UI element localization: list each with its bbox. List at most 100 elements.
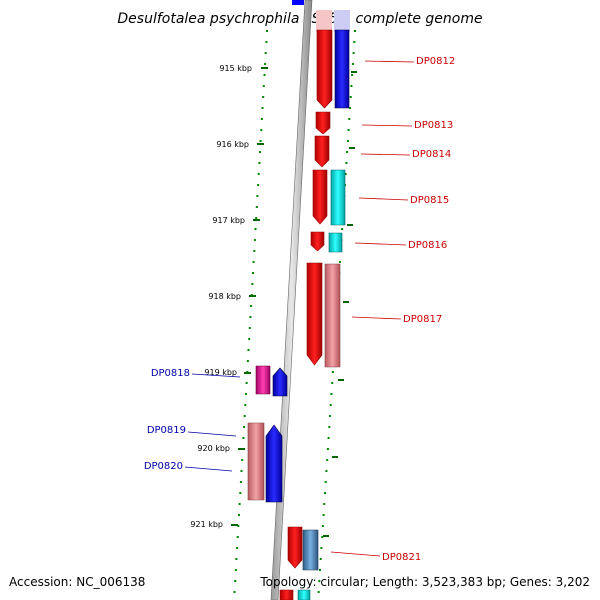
accession-text: Accession: NC_006138 [9, 575, 145, 589]
gene-label[interactable]: DP0819 [147, 425, 186, 436]
guide-dot [320, 547, 323, 549]
right-minor-ticks [323, 71, 357, 537]
gene-label[interactable]: DP0813 [414, 120, 453, 131]
guide-dot [255, 206, 258, 208]
guide-dot [331, 382, 334, 384]
guide-dot [259, 140, 262, 142]
right-strand-genes [279, 29, 350, 600]
guide-dot [351, 74, 354, 76]
guide-dot [324, 481, 327, 483]
guide-dot [257, 184, 260, 186]
guide-dot [243, 426, 246, 428]
guide-dot [241, 459, 244, 461]
guide-dot [233, 591, 236, 593]
gene-label[interactable]: DP0816 [408, 240, 447, 251]
guide-dot [243, 415, 246, 417]
guide-dot [251, 283, 254, 285]
guide-dot [258, 162, 261, 164]
guide-dot [318, 580, 321, 582]
left-strand-genes [247, 365, 288, 503]
guide-dot [317, 591, 320, 593]
gene-label[interactable]: DP0821 [382, 552, 421, 563]
guide-dot [263, 74, 266, 76]
gene-dp0815[interactable] [312, 169, 328, 225]
gene-dp0817[interactable] [306, 262, 323, 366]
guide-dot [245, 393, 247, 395]
gene-label[interactable]: DP0817 [403, 314, 442, 325]
gene-pink-dp0817-partner[interactable] [324, 263, 341, 368]
guide-dot [349, 107, 351, 109]
guide-dot [238, 514, 240, 516]
guide-dot [234, 569, 237, 571]
guide-dot [247, 349, 250, 351]
guide-dot [329, 404, 332, 406]
guide-dot [329, 415, 331, 417]
guide-dot [249, 316, 252, 318]
guide-dot [264, 52, 267, 54]
gene-cyan-dp0816-partner[interactable] [328, 232, 343, 253]
gene-label[interactable]: DP0815 [410, 195, 449, 206]
gene-label[interactable]: DP0818 [151, 368, 190, 379]
gene-label[interactable]: DP0812 [416, 56, 455, 67]
guide-dot [347, 129, 350, 131]
gene-cyan-bottom[interactable] [297, 589, 311, 600]
gene-dp0819[interactable] [247, 422, 265, 501]
gene-blue-dp0818-partner[interactable] [272, 367, 288, 397]
guide-dot [237, 525, 240, 527]
guide-dot [261, 107, 264, 109]
gene-steel-dp0821-partner[interactable] [302, 529, 319, 571]
guide-dot [326, 459, 329, 461]
tick-label: 916 kbp [216, 140, 249, 149]
guide-dot [266, 30, 268, 32]
gene-dp0821[interactable] [287, 526, 303, 569]
gene-label[interactable]: DP0814 [412, 149, 451, 160]
guide-dot [341, 228, 344, 230]
gene-dp0814[interactable] [314, 135, 330, 168]
guide-dot [346, 140, 349, 142]
gene-dp0816[interactable] [310, 231, 325, 252]
tick-label: 920 kbp [197, 444, 230, 453]
guide-dot [344, 173, 347, 175]
gene-dp0820[interactable] [265, 424, 283, 503]
guide-dot [345, 162, 348, 164]
gene-label[interactable]: DP0820 [144, 461, 183, 472]
guide-dot [319, 569, 321, 571]
gene-dp0813[interactable] [315, 111, 331, 135]
guide-dot [260, 118, 263, 120]
guide-dot [254, 228, 257, 230]
guide-dot [253, 239, 256, 241]
guide-dot [244, 404, 247, 406]
guide-dot [353, 41, 356, 43]
guide-dot [326, 448, 329, 450]
guide-dot [240, 470, 243, 472]
guide-dot [255, 217, 258, 219]
guide-dot [246, 360, 249, 362]
guide-dot [325, 470, 328, 472]
gene-dp0812[interactable] [316, 29, 333, 109]
tick-label: 921 kbp [190, 520, 223, 529]
guide-dot [264, 63, 267, 65]
guide-dot [321, 525, 324, 527]
guide-dot [350, 85, 353, 87]
faint-red-feature [316, 10, 332, 32]
guide-dot [242, 437, 245, 439]
left-gene-labels: DP0818 DP0819 DP0820 [144, 368, 241, 472]
guide-dot [236, 536, 239, 538]
guide-dot [324, 492, 326, 494]
tick-label: 915 kbp [219, 64, 252, 73]
guide-dot [262, 85, 265, 87]
guide-dot [252, 272, 254, 274]
right-gene-labels: DP0812 DP0813 DP0814 DP0815 DP0816 DP081… [330, 56, 455, 563]
guide-dot [330, 393, 333, 395]
dotted-guides [233, 30, 356, 593]
gene-red-bottom[interactable] [279, 589, 294, 600]
gene-cyan-dp0815-partner[interactable] [330, 169, 346, 226]
gene-dp0818[interactable] [255, 365, 271, 395]
guide-dot [256, 195, 259, 197]
gene-blue-dp0812-partner[interactable] [334, 29, 350, 109]
guide-dot [234, 580, 237, 582]
guide-dot [252, 261, 255, 263]
guide-dot [328, 426, 331, 428]
guide-dot [322, 514, 325, 516]
